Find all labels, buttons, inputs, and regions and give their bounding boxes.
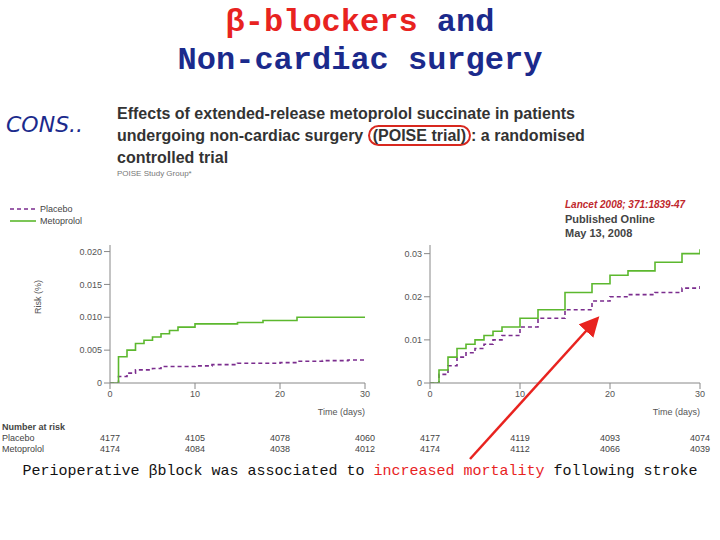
html-text:4039: 4039 (690, 444, 710, 454)
html-text:4177: 4177 (100, 433, 120, 443)
svg-text:0.005: 0.005 (79, 345, 102, 355)
html-text:Placebo: Placebo (2, 433, 35, 443)
html-text:4112: 4112 (510, 444, 530, 454)
html-text:4084: 4084 (185, 444, 205, 454)
svg-text:10: 10 (190, 389, 200, 399)
html-text:and: and (436, 4, 495, 41)
html-text:Placebo: Placebo (40, 204, 73, 214)
html-text:Metoprolol: Metoprolol (2, 444, 44, 454)
html-text:4078: 4078 (270, 433, 290, 443)
html-text:Published Online: Published Online (565, 213, 655, 225)
html-text:4066: 4066 (600, 444, 620, 454)
svg-text:10: 10 (515, 389, 525, 399)
svg-text:0: 0 (107, 389, 112, 399)
svg-text:30: 30 (695, 389, 705, 399)
svg-text:0: 0 (97, 378, 102, 388)
html-text:(POISE trial) : a randomised: (POISE trial) : a randomised (372, 127, 585, 144)
html-text:4038: 4038 (270, 444, 290, 454)
html-text:4093: 4093 (600, 433, 620, 443)
svg-text:0.015: 0.015 (79, 280, 102, 290)
svg-text:20: 20 (605, 389, 615, 399)
svg-text:Time (days): Time (days) (653, 407, 700, 417)
html-text:Number at risk: Number at risk (2, 422, 65, 432)
html-text:Lancet 2008; 371:1839-47: Lancet 2008; 371:1839-47 (565, 199, 686, 210)
html-text:Non-cardiac surgery: Non-cardiac surgery (177, 42, 543, 79)
svg-text:20: 20 (275, 389, 285, 399)
html-text:Perioperative βblock was assoc: Perioperative βblock was associated to (22, 463, 365, 480)
html-text:Effects of extended-release me: Effects of extended-release metoprolol s… (117, 105, 575, 122)
svg-text:0: 0 (417, 378, 422, 388)
svg-text:0.01: 0.01 (404, 335, 422, 345)
html-text:4119: 4119 (510, 433, 530, 443)
svg-text:0: 0 (427, 389, 432, 399)
html-text:controlled trial: controlled trial (117, 149, 229, 166)
svg-text:30: 30 (360, 389, 370, 399)
svg-text:0.03: 0.03 (404, 249, 422, 259)
html-text:increased mortality: increased mortality (373, 463, 545, 480)
html-text:Metoprolol: Metoprolol (40, 216, 82, 226)
svg-text:0.010: 0.010 (79, 312, 102, 322)
html-text:β-blockers: β-blockers (225, 4, 418, 41)
html-text:May 13, 2008: May 13, 2008 (565, 227, 633, 239)
svg-text:Risk (%): Risk (%) (33, 280, 43, 314)
html-text:undergoing non-cardiac surgery: undergoing non-cardiac surgery (117, 127, 364, 144)
html-text:4177: 4177 (420, 433, 440, 443)
svg-text:0.020: 0.020 (79, 247, 102, 257)
html-text:4074: 4074 (690, 433, 710, 443)
html-text:4174: 4174 (420, 444, 440, 454)
html-text:CONS..: CONS.. (6, 112, 84, 137)
html-text:4105: 4105 (185, 433, 205, 443)
svg-text:0.02: 0.02 (404, 292, 422, 302)
html-text:4174: 4174 (100, 444, 120, 454)
html-text:4012: 4012 (355, 444, 375, 454)
svg-text:Time (days): Time (days) (318, 407, 365, 417)
html-text:4060: 4060 (355, 433, 375, 443)
html-text:POISE Study Group*: POISE Study Group* (117, 169, 192, 178)
html-text:following stroke: following stroke (553, 463, 698, 480)
